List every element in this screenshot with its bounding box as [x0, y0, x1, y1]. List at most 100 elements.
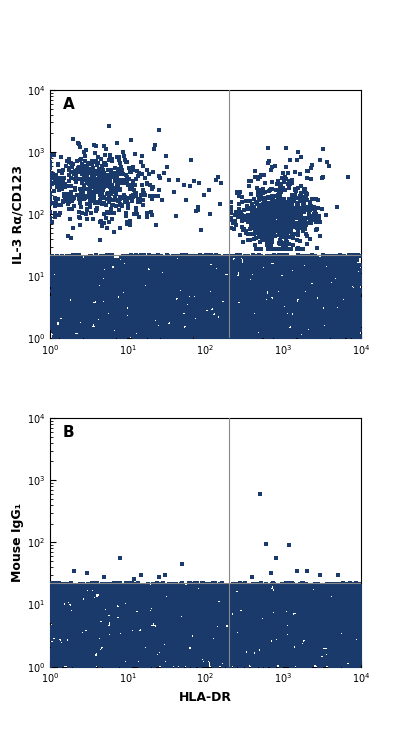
Point [154, 657, 161, 669]
Point [51, 588, 57, 600]
Point [289, 193, 295, 205]
Point [219, 254, 225, 266]
Point [304, 188, 311, 200]
Point [226, 306, 233, 318]
Point [115, 273, 122, 285]
Point [227, 657, 233, 669]
Point [250, 249, 256, 261]
Point [127, 630, 133, 642]
Point [47, 162, 53, 174]
Point [162, 618, 168, 630]
Point [147, 279, 153, 291]
Point [342, 637, 348, 649]
Point [209, 324, 215, 336]
Point [255, 594, 261, 606]
Point [63, 319, 69, 331]
Point [159, 615, 165, 627]
Point [184, 595, 190, 607]
Point [148, 634, 154, 646]
Point [205, 311, 211, 323]
Point [123, 580, 130, 592]
Point [133, 324, 140, 336]
Point [219, 252, 225, 264]
Point [225, 589, 232, 601]
Point [308, 287, 315, 299]
Point [283, 658, 290, 670]
Point [164, 277, 171, 289]
Point [256, 286, 262, 298]
Point [148, 586, 155, 598]
Point [190, 310, 196, 322]
Point [305, 647, 311, 659]
Point [332, 613, 338, 625]
Point [222, 285, 228, 297]
Point [183, 325, 190, 337]
Point [321, 622, 328, 634]
Point [130, 317, 137, 329]
Point [143, 283, 150, 295]
Point [262, 213, 268, 225]
Point [196, 634, 202, 646]
Point [161, 609, 167, 621]
Point [53, 644, 59, 656]
Point [158, 626, 164, 638]
Point [260, 653, 266, 665]
Point [209, 333, 215, 345]
Point [126, 629, 132, 641]
Point [317, 603, 323, 615]
Point [181, 593, 187, 605]
Point [91, 625, 97, 637]
Point [337, 649, 343, 661]
Point [222, 331, 228, 343]
Point [148, 636, 154, 648]
Point [276, 303, 282, 315]
Point [175, 607, 182, 619]
Point [141, 315, 147, 327]
Point [136, 616, 142, 628]
Point [79, 168, 85, 180]
Point [338, 620, 345, 632]
Point [261, 254, 267, 266]
Point [303, 299, 310, 311]
Point [234, 294, 241, 306]
Point [289, 590, 296, 602]
Point [290, 592, 296, 604]
Point [125, 180, 132, 192]
Point [178, 580, 184, 592]
Point [332, 589, 338, 601]
Point [203, 584, 209, 596]
Point [239, 612, 246, 624]
Point [82, 640, 88, 652]
Point [324, 599, 330, 611]
Point [272, 581, 279, 593]
Point [90, 328, 97, 340]
Point [225, 627, 231, 639]
Point [51, 328, 58, 340]
Point [239, 653, 245, 665]
Point [61, 611, 67, 623]
Point [297, 211, 304, 223]
Point [221, 629, 228, 641]
Point [131, 616, 138, 628]
Point [276, 302, 283, 314]
Point [207, 581, 213, 593]
Point [67, 653, 74, 665]
Point [272, 596, 278, 608]
Point [300, 583, 307, 595]
Point [250, 303, 257, 315]
Point [287, 616, 293, 628]
Point [175, 325, 182, 337]
Point [218, 255, 225, 267]
Point [278, 649, 285, 661]
Point [354, 617, 361, 629]
Point [59, 167, 65, 179]
Point [194, 637, 200, 649]
Point [79, 264, 85, 276]
Point [254, 602, 260, 614]
Point [92, 285, 98, 297]
Point [164, 595, 171, 607]
Point [238, 595, 244, 607]
Point [233, 580, 239, 592]
Point [234, 619, 240, 631]
Point [312, 613, 318, 625]
